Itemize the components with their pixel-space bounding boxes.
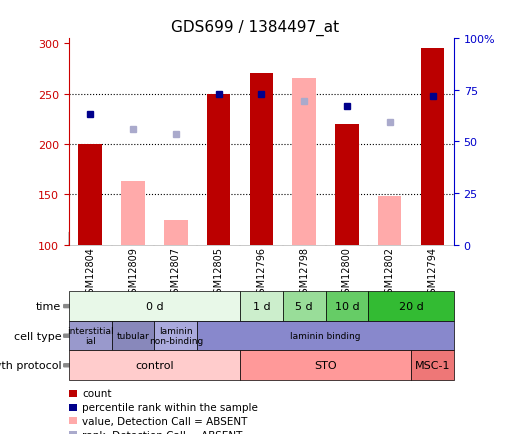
- Text: laminin binding: laminin binding: [290, 332, 360, 340]
- Text: 20 d: 20 d: [398, 302, 422, 311]
- Bar: [78, 145, 102, 245]
- Text: 5 d: 5 d: [295, 302, 313, 311]
- Text: MSC-1: MSC-1: [414, 361, 449, 370]
- Bar: [377, 197, 401, 245]
- Text: control: control: [135, 361, 174, 370]
- Text: count: count: [82, 388, 111, 398]
- Bar: [121, 182, 145, 245]
- Text: growth protocol: growth protocol: [0, 361, 61, 370]
- Text: value, Detection Call = ABSENT: value, Detection Call = ABSENT: [82, 416, 247, 426]
- Text: tubular: tubular: [117, 332, 149, 340]
- Bar: [420, 49, 443, 245]
- Text: 0 d: 0 d: [145, 302, 163, 311]
- Bar: [334, 125, 358, 245]
- Text: 1 d: 1 d: [252, 302, 270, 311]
- Text: percentile rank within the sample: percentile rank within the sample: [82, 402, 258, 412]
- Text: STO: STO: [314, 361, 336, 370]
- Bar: [164, 220, 187, 245]
- Text: time: time: [36, 302, 61, 311]
- Bar: [249, 74, 273, 245]
- Bar: [292, 79, 315, 245]
- Bar: [292, 79, 315, 245]
- Text: 10 d: 10 d: [334, 302, 358, 311]
- Text: GDS699 / 1384497_at: GDS699 / 1384497_at: [171, 20, 338, 36]
- Bar: [207, 94, 230, 245]
- Text: rank, Detection Call = ABSENT: rank, Detection Call = ABSENT: [82, 430, 242, 434]
- Text: laminin
non-binding: laminin non-binding: [149, 326, 203, 345]
- Text: cell type: cell type: [14, 331, 61, 341]
- Text: interstitial
ial: interstitial ial: [67, 326, 114, 345]
